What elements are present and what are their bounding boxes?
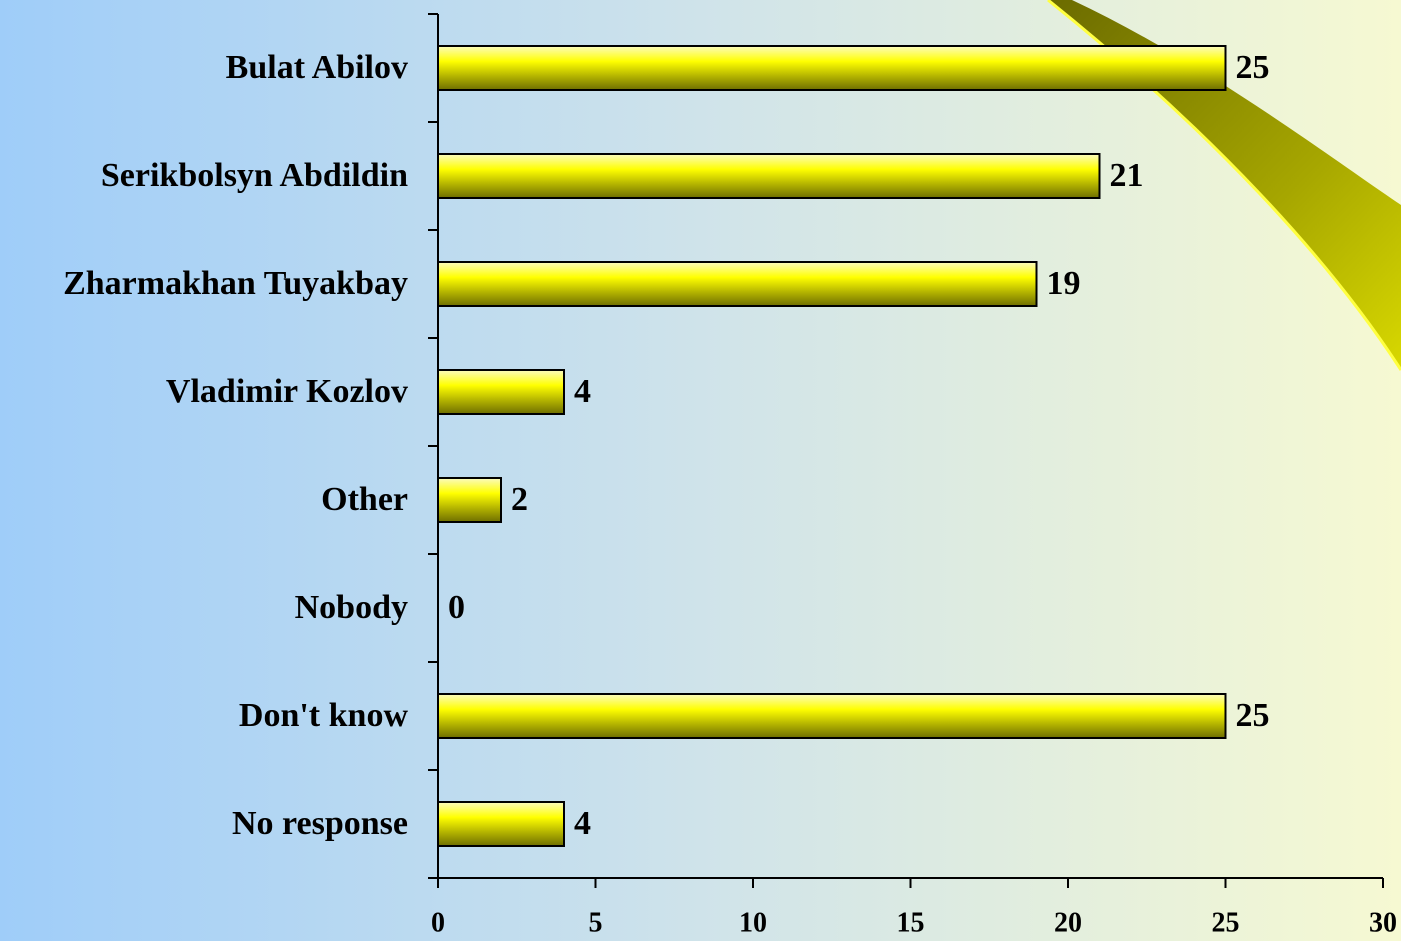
bar — [438, 478, 501, 522]
page: 051015202530Bulat Abilov25Serikbolsyn Ab… — [0, 0, 1401, 941]
x-tick-label: 30 — [1369, 907, 1397, 938]
value-label: 2 — [511, 481, 528, 518]
category-label: Zharmakhan Tuyakbay — [63, 265, 408, 302]
bar — [438, 694, 1226, 738]
category-label: Serikbolsyn Abdildin — [101, 157, 408, 194]
x-tick-label: 5 — [589, 907, 603, 938]
x-tick-label: 10 — [739, 907, 767, 938]
x-tick-label: 20 — [1054, 907, 1082, 938]
bar — [438, 370, 564, 414]
chart: 051015202530Bulat Abilov25Serikbolsyn Ab… — [0, 0, 1401, 941]
background — [0, 0, 1401, 941]
bar — [438, 262, 1037, 306]
category-label: Vladimir Kozlov — [166, 373, 408, 410]
x-tick-label: 25 — [1212, 907, 1240, 938]
x-tick-label: 0 — [431, 907, 445, 938]
value-label: 25 — [1236, 49, 1270, 86]
value-label: 0 — [448, 589, 465, 626]
x-tick-label: 15 — [897, 907, 925, 938]
value-label: 4 — [574, 805, 591, 842]
bar — [438, 154, 1100, 198]
bar — [438, 802, 564, 846]
category-label: Nobody — [295, 589, 408, 626]
category-label: Other — [321, 481, 408, 518]
value-label: 19 — [1047, 265, 1081, 302]
category-label: Bulat Abilov — [226, 49, 408, 86]
value-label: 4 — [574, 373, 591, 410]
bar — [438, 46, 1226, 90]
category-label: No response — [232, 805, 408, 842]
category-label: Don't know — [239, 697, 409, 734]
value-label: 25 — [1236, 697, 1270, 734]
value-label: 21 — [1110, 157, 1144, 194]
